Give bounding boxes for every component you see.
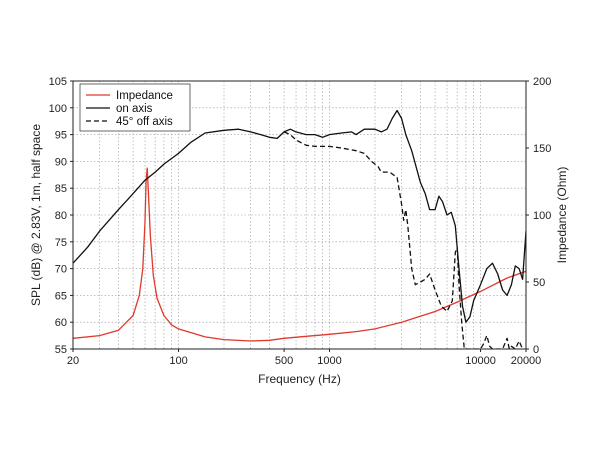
y-right-tick-label: 150: [533, 143, 551, 155]
legend: Impedance on axis 45° off axis: [79, 83, 191, 132]
x-tick-label: 20000: [511, 355, 542, 367]
x-tick-label: 10000: [465, 355, 496, 367]
y-axis-right-label: Impedance (Ohm): [555, 167, 569, 264]
x-axis-label: Frequency (Hz): [258, 372, 341, 386]
x-tick-label: 100: [169, 355, 187, 367]
y-left-tick-label: 85: [55, 183, 67, 195]
y-left-tick-label: 60: [55, 317, 67, 329]
y-left-tick-label: 70: [55, 264, 67, 276]
x-tick-label: 1000: [317, 355, 341, 367]
y-right-tick-label: 100: [533, 210, 551, 222]
y-left-tick-label: 65: [55, 290, 67, 302]
legend-label-impedance: Impedance: [116, 90, 173, 102]
y-left-tick-label: 55: [55, 344, 67, 356]
y-axis-left-label: SPL (dB) @ 2.83V, 1m, half space: [29, 124, 43, 306]
y-left-tick-label: 105: [49, 76, 67, 88]
x-tick-label: 20: [67, 355, 79, 367]
y-right-tick-label: 0: [533, 344, 539, 356]
y-left-tick-label: 100: [49, 103, 67, 115]
y-left-tick-label: 75: [55, 237, 67, 249]
y-right-tick-label: 200: [533, 76, 551, 88]
y-left-tick-label: 80: [55, 210, 67, 222]
y-left-tick-label: 95: [55, 130, 67, 142]
series-line-impedance: [73, 167, 526, 342]
legend-label-on-axis: on axis: [116, 103, 153, 115]
tick-labels: 20 100 500 1000 10000 20000556065707580859095…: [49, 76, 552, 367]
legend-label-off-axis: 45° off axis: [116, 116, 173, 128]
y-left-tick-label: 90: [55, 156, 67, 168]
x-tick-label: 500: [275, 355, 293, 367]
y-right-tick-label: 50: [533, 277, 545, 289]
series-line-on-axis: [73, 109, 526, 323]
